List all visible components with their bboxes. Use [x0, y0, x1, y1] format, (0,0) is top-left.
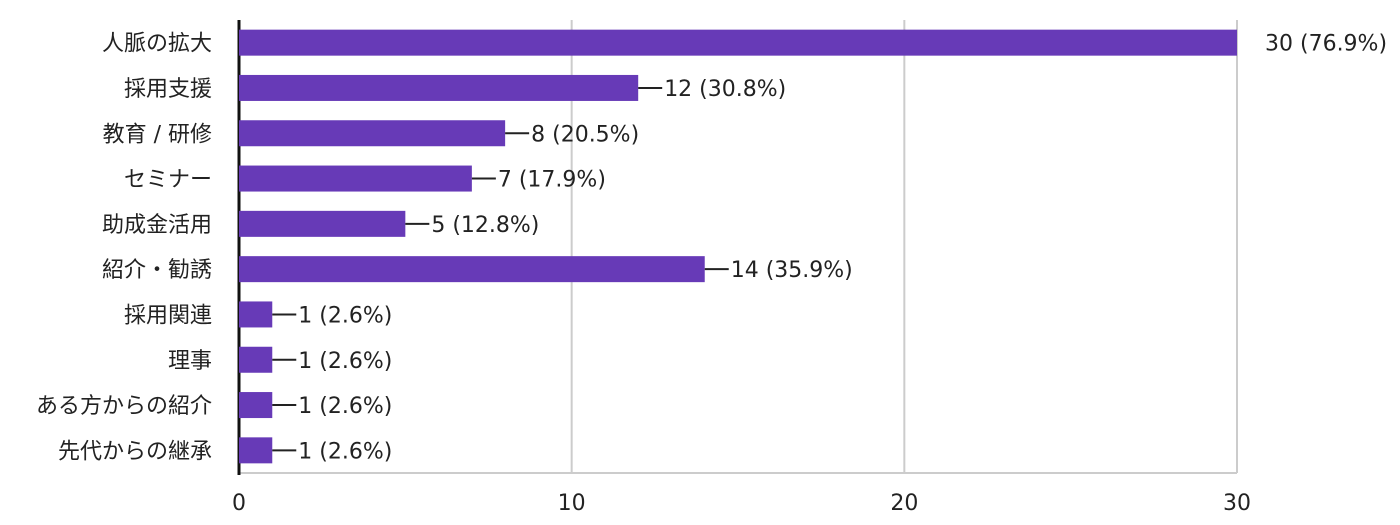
bar: [239, 392, 273, 419]
category-label: 教育 / 研修: [103, 122, 212, 147]
data-label: 5 (12.8%): [431, 213, 539, 238]
bar: [239, 120, 506, 147]
bar: [239, 210, 406, 237]
bars: [239, 29, 1237, 464]
x-tick-label: 30: [1223, 491, 1251, 516]
category-label: 採用支援: [124, 77, 212, 102]
bar: [239, 29, 1237, 56]
data-label: 7 (17.9%): [498, 168, 606, 193]
bar: [239, 437, 273, 464]
data-label: 1 (2.6%): [298, 439, 392, 464]
bar: [239, 346, 273, 373]
bar: [239, 74, 639, 101]
data-label: 1 (2.6%): [298, 394, 392, 419]
category-label: 紹介・勧誘: [102, 258, 212, 283]
x-tick-label: 10: [558, 491, 586, 516]
category-label: 理事: [168, 349, 212, 374]
data-label: 30 (76.9%): [1265, 32, 1387, 57]
bar: [239, 256, 705, 283]
category-label: 採用関連: [124, 303, 212, 328]
data-label: 14 (35.9%): [731, 258, 853, 283]
category-label: セミナー: [124, 168, 212, 193]
data-label: 8 (20.5%): [531, 122, 639, 147]
bar: [239, 165, 472, 192]
x-tick-label: 20: [890, 491, 918, 516]
labels: 0 10 20 30 人脈の拡大 30 (76.9%) 採用支援 12 (30.8%) 教育 /…: [36, 32, 1387, 516]
data-label: 1 (2.6%): [298, 303, 392, 328]
category-label: 助成金活用: [102, 213, 212, 238]
x-tick-label: 0: [232, 491, 246, 516]
data-label: 1 (2.6%): [298, 349, 392, 374]
category-label: 先代からの継承: [58, 439, 212, 464]
bar: [239, 301, 273, 328]
category-label: ある方からの紹介: [36, 394, 212, 419]
data-label: 12 (30.8%): [664, 77, 786, 102]
category-label: 人脈の拡大: [102, 32, 212, 57]
